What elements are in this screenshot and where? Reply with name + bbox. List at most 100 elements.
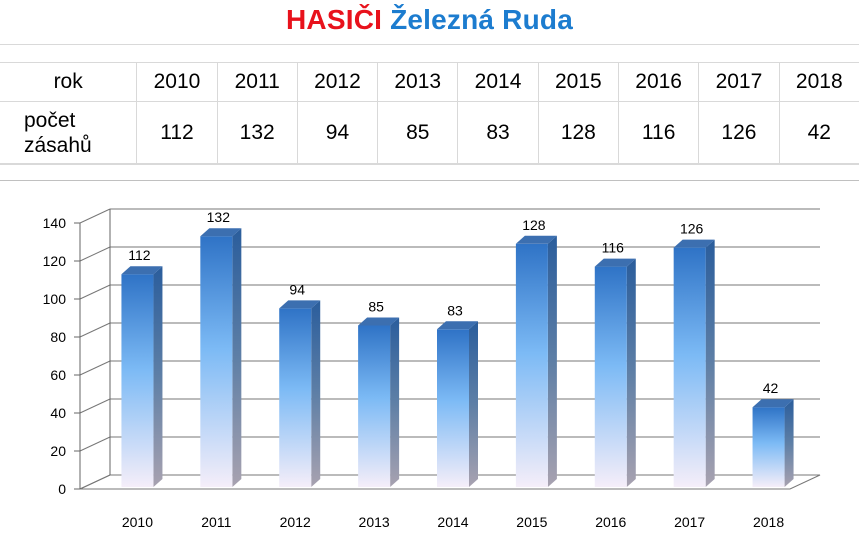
- bar: [752, 399, 794, 487]
- bar-side: [311, 300, 321, 487]
- data-label: 128: [522, 217, 546, 233]
- data-label: 85: [368, 299, 384, 315]
- bar-front: [200, 236, 233, 487]
- x-tick-label: 2017: [674, 514, 705, 530]
- x-tick-label: 2011: [201, 514, 231, 530]
- bar-front: [358, 325, 391, 487]
- gridline-depth: [79, 284, 111, 300]
- bar-side: [469, 321, 478, 487]
- data-label: 126: [680, 221, 704, 237]
- data-label: 94: [289, 281, 305, 297]
- table-cell-count: 94: [297, 101, 379, 165]
- bar-side: [705, 239, 715, 487]
- y-tick-label: 20: [50, 443, 66, 459]
- bar-chart: 0 20 40 60 80 100 120 140 112 132 94 85 83 128 116 126…: [43, 208, 821, 530]
- y-tick-label: 40: [50, 405, 66, 421]
- table-cell-count: 132: [217, 101, 298, 165]
- table-cell-year: 2015: [538, 62, 619, 102]
- data-label: 83: [447, 302, 463, 318]
- table-cell-year: 2014: [457, 62, 539, 102]
- bar-front: [752, 407, 785, 487]
- x-axis-labels: 2010 2011 2012 2013 2014 2015 2016 2017 2018: [122, 514, 784, 530]
- bar-front: [121, 274, 154, 487]
- bar-top: [673, 239, 715, 248]
- gridline-depth: [79, 398, 111, 414]
- table-cell-count: 112: [136, 101, 218, 165]
- bar: [279, 300, 321, 487]
- bar-front: [279, 308, 312, 487]
- bar-front: [673, 247, 706, 487]
- data-label: 132: [207, 209, 231, 225]
- table-cell-year: 2011: [217, 62, 298, 102]
- bar-side: [626, 258, 636, 487]
- x-tick-label: 2018: [753, 514, 784, 530]
- bar-top: [200, 228, 242, 237]
- table-row-years: rok 2010 2011 2012 2013 2014 2015 2016 2…: [0, 62, 859, 102]
- bar: [673, 239, 715, 487]
- y-tick-label: 60: [50, 367, 66, 383]
- bar-top: [594, 258, 636, 267]
- x-tick-label: 2013: [359, 514, 390, 530]
- bar-top: [358, 317, 400, 326]
- gridline-depth: [79, 246, 111, 262]
- x-tick-label: 2015: [516, 514, 547, 530]
- y-tick-label: 0: [58, 481, 66, 497]
- gridline-depth: [79, 360, 111, 376]
- table-cell-count: 85: [377, 101, 459, 165]
- data-table: rok 2010 2011 2012 2013 2014 2015 2016 2…: [0, 62, 859, 165]
- bar-top: [279, 300, 321, 309]
- label-line-2: zásahů: [24, 134, 92, 157]
- gridline-depth: [79, 208, 111, 224]
- bar-top: [437, 321, 478, 330]
- y-tick-label: 100: [43, 291, 67, 307]
- y-tick-label: 120: [43, 253, 67, 269]
- title-hasici: HASIČI: [286, 4, 383, 35]
- bar-front: [437, 329, 469, 487]
- bar-top: [121, 266, 163, 275]
- table-cell-year: 2012: [297, 62, 379, 102]
- bar-top: [752, 399, 794, 408]
- bar-front: [594, 266, 627, 487]
- table-cell-count: 42: [779, 101, 859, 165]
- bar: [358, 317, 400, 487]
- bar-side: [547, 235, 557, 487]
- y-tick-label: 140: [43, 215, 67, 231]
- bar: [437, 321, 478, 487]
- data-label: 42: [763, 380, 779, 396]
- table-separator: [0, 180, 859, 181]
- bar-side: [153, 266, 163, 487]
- data-label: 112: [128, 247, 151, 263]
- bar: [594, 258, 636, 487]
- y-axis: 0 20 40 60 80 100 120 140: [43, 209, 111, 497]
- divider-line: [0, 44, 859, 45]
- table-cell-count: 126: [698, 101, 780, 165]
- table-cell-year: 2010: [136, 62, 218, 102]
- table-cell-year: 2013: [377, 62, 459, 102]
- table-cell-year: 2016: [618, 62, 700, 102]
- y-tick-label: 80: [50, 329, 66, 345]
- table-cell-year: 2017: [698, 62, 780, 102]
- bar-side: [232, 228, 242, 487]
- page-title: HASIČI Železná Ruda: [0, 4, 859, 36]
- table-row-label-year: rok: [0, 62, 138, 102]
- title-location: Železná Ruda: [390, 4, 573, 35]
- x-tick-label: 2014: [437, 514, 468, 530]
- table-cell-count: 116: [618, 101, 700, 165]
- chart-floor: [79, 474, 821, 490]
- table-row-label-count: počet zásahů: [0, 101, 138, 165]
- bar: [515, 235, 557, 487]
- bar-side: [784, 399, 794, 487]
- x-tick-label: 2010: [122, 514, 153, 530]
- bar: [121, 266, 163, 487]
- bar-side: [390, 317, 400, 487]
- bar-front: [515, 243, 548, 487]
- table-cell-count: 83: [457, 101, 539, 165]
- table-cell-count: 128: [538, 101, 619, 165]
- bar-top: [515, 235, 557, 244]
- label-line-1: počet: [24, 109, 76, 132]
- gridline-depth: [79, 322, 111, 338]
- gridline-depth: [79, 436, 111, 452]
- x-tick-label: 2012: [280, 514, 311, 530]
- bar: [200, 228, 242, 487]
- data-labels: 112 132 94 85 83 128 116 126 42: [128, 209, 778, 396]
